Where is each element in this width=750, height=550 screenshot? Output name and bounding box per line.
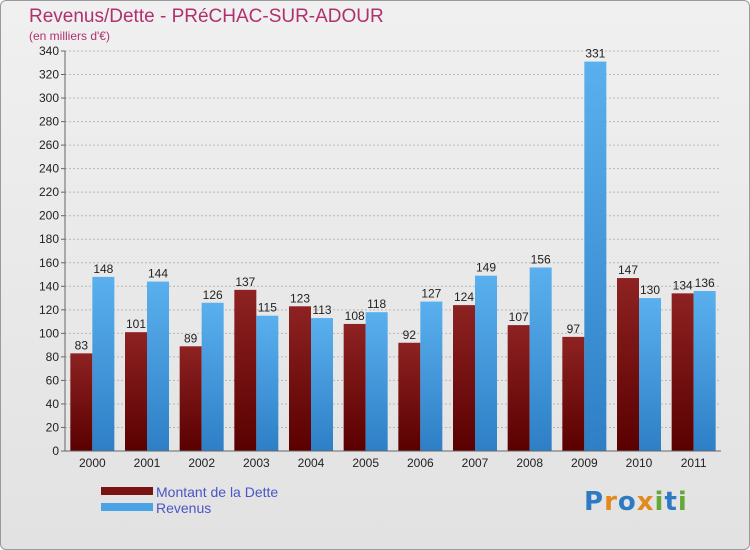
y-tick-label: 180 — [39, 232, 59, 246]
data-label-revenue: 331 — [585, 47, 605, 61]
bar-debt — [70, 353, 93, 451]
bar-revenue — [201, 302, 224, 451]
x-tick-label: 2006 — [407, 456, 434, 470]
bar-revenue — [529, 267, 552, 451]
x-tick-label: 2009 — [571, 456, 598, 470]
x-tick-label: 2001 — [134, 456, 161, 470]
bar-revenue — [693, 291, 716, 451]
x-tick-label: 2002 — [188, 456, 215, 470]
y-tick-label: 280 — [39, 115, 59, 129]
proxiti-logo: Proxiti — [584, 487, 688, 517]
x-tick-label: 2011 — [681, 456, 707, 470]
data-label-revenue: 126 — [203, 288, 223, 302]
bar-revenue — [311, 318, 333, 451]
bar-debt — [671, 293, 694, 451]
legend-label-revenue: Revenus — [156, 500, 212, 516]
bar-debt — [234, 289, 257, 451]
y-tick-label: 300 — [39, 91, 59, 105]
y-tick-label: 240 — [39, 162, 59, 176]
data-label-revenue: 144 — [148, 267, 168, 281]
chart-title: Revenus/Dette - PRéCHAC-SUR-ADOUR — [29, 6, 384, 27]
bar-debt — [617, 278, 639, 451]
legend-swatch-debt — [101, 487, 153, 495]
bar-revenue — [256, 315, 279, 451]
x-tick-label: 2003 — [243, 456, 270, 470]
y-tick-label: 200 — [39, 209, 59, 223]
bar-revenue — [584, 61, 607, 452]
data-label-debt: 92 — [403, 328, 417, 342]
y-tick-label: 60 — [46, 373, 60, 387]
y-tick-label: 260 — [39, 138, 59, 152]
data-label-debt: 97 — [567, 322, 581, 336]
y-tick-label: 320 — [39, 68, 59, 82]
y-tick-label: 100 — [39, 326, 59, 340]
bar-revenue — [92, 276, 115, 451]
x-tick-label: 2008 — [516, 456, 543, 470]
data-label-revenue: 156 — [531, 252, 551, 266]
y-tick-label: 40 — [46, 397, 60, 411]
data-label-debt: 101 — [126, 317, 146, 331]
x-tick-label: 2004 — [298, 456, 325, 470]
bar-revenue — [639, 298, 661, 451]
data-label-debt: 124 — [454, 290, 474, 304]
bar-debt — [562, 336, 585, 451]
bar-debt — [343, 323, 366, 451]
bar-debt — [507, 325, 530, 451]
data-label-revenue: 127 — [421, 287, 441, 301]
data-label-debt: 108 — [345, 309, 365, 323]
data-label-revenue: 130 — [640, 283, 660, 297]
chart-subtitle: (en milliers d'€) — [29, 29, 110, 43]
x-tick-label: 2000 — [79, 456, 106, 470]
y-tick-label: 140 — [39, 279, 59, 293]
y-tick-label: 220 — [39, 185, 59, 199]
data-label-debt: 83 — [75, 338, 89, 352]
data-label-revenue: 113 — [312, 303, 331, 317]
y-tick-label: 0 — [52, 444, 59, 458]
y-tick-label: 120 — [39, 303, 59, 317]
y-tick-label: 20 — [46, 420, 60, 434]
x-tick-label: 2007 — [462, 456, 489, 470]
x-tick-label: 2010 — [626, 456, 653, 470]
data-label-revenue: 149 — [476, 261, 496, 275]
bar-debt — [289, 306, 311, 451]
x-tick-label: 2005 — [352, 456, 379, 470]
legend-swatch-revenue — [101, 503, 153, 511]
data-label-debt: 137 — [235, 275, 255, 289]
bar-revenue — [147, 281, 169, 451]
y-tick-label: 340 — [39, 44, 59, 58]
bar-debt — [453, 305, 475, 451]
bar-revenue — [420, 301, 443, 451]
data-label-debt: 134 — [673, 278, 693, 292]
data-label-debt: 123 — [290, 291, 310, 305]
bar-debt — [179, 346, 202, 451]
bar-revenue — [475, 275, 497, 451]
data-label-debt: 147 — [618, 263, 638, 277]
data-label-revenue: 148 — [93, 262, 113, 276]
bar-debt — [398, 342, 421, 451]
y-tick-label: 80 — [46, 350, 60, 364]
y-tick-label: 160 — [39, 256, 59, 270]
legend-label-debt: Montant de la Dette — [156, 484, 279, 500]
bar-debt — [125, 332, 147, 451]
bar-revenue — [365, 312, 388, 451]
data-label-revenue: 115 — [258, 301, 277, 315]
data-label-debt: 107 — [509, 310, 529, 324]
data-label-revenue: 136 — [695, 276, 715, 290]
data-label-debt: 89 — [184, 331, 198, 345]
data-label-revenue: 118 — [367, 297, 386, 311]
